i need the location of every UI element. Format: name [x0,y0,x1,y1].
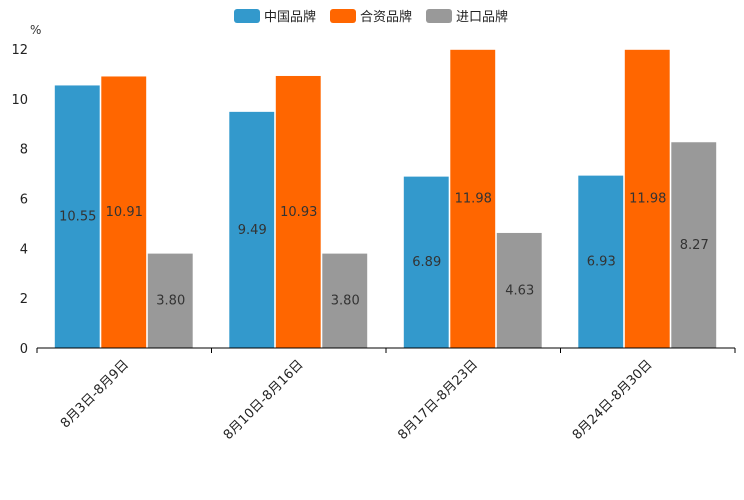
bars [54,49,717,349]
x-tick-label: 8月24日-8月30日 [570,357,656,443]
legend-swatch [426,9,452,23]
bar[interactable] [403,176,450,349]
data-labels: 10.55 9.49 6.89 6.93 10.91 10.93 11.98 11.98 3.8… [59,192,709,309]
legend[interactable]: 中国品牌 合资品牌 进口品牌 [234,9,508,25]
y-tick-label: 10 [11,93,28,108]
bar[interactable] [624,49,671,349]
y-tick-label: 2 [20,292,28,307]
bar-value-label: 8.27 [680,238,709,253]
bar[interactable] [100,75,147,349]
bar[interactable] [496,232,543,349]
bar-value-label: 11.98 [629,192,666,207]
legend-swatch [234,9,260,23]
bar-value-label: 10.55 [59,210,96,225]
bar-value-label: 10.93 [280,205,317,220]
legend-swatch [330,9,356,23]
y-tick-label: 12 [11,43,28,58]
bar[interactable] [228,111,275,349]
bar-value-label: 4.63 [505,283,534,298]
bar[interactable] [275,75,322,349]
x-tick-label: 8月10日-8月16日 [221,357,307,443]
y-tick-label: 6 [20,193,28,208]
bar[interactable] [54,84,101,349]
bar-value-label: 3.80 [156,294,185,309]
bar[interactable] [577,175,624,349]
bar-value-label: 6.93 [587,255,616,270]
legend-item[interactable]: 进口品牌 [426,9,508,25]
legend-label: 进口品牌 [456,9,508,25]
bar-value-label: 10.91 [106,205,143,220]
bar-value-label: 6.89 [412,255,441,270]
y-axis-unit-label: % [30,23,41,37]
legend-item[interactable]: 中国品牌 [234,9,316,25]
bar-value-label: 9.49 [238,223,267,238]
x-axis: 8月3日-8月9日 8月10日-8月16日 8月17日-8月23日 8月24日-8月3… [36,347,736,443]
legend-item[interactable]: 合资品牌 [330,9,412,25]
bar-value-label: 11.98 [455,192,492,207]
bar-value-label: 3.80 [331,294,360,309]
legend-label: 中国品牌 [264,9,316,25]
y-tick-label: 8 [20,143,28,158]
y-tick-label: 0 [20,342,28,357]
y-tick-label: 4 [20,242,28,257]
bar[interactable] [670,141,717,349]
y-axis: 0 2 4 6 8 10 12 [11,43,28,357]
legend-label: 合资品牌 [360,9,412,25]
bar[interactable] [321,253,368,349]
x-tick-label: 8月3日-8月9日 [58,357,132,431]
x-tick-label: 8月17日-8月23日 [395,357,481,443]
